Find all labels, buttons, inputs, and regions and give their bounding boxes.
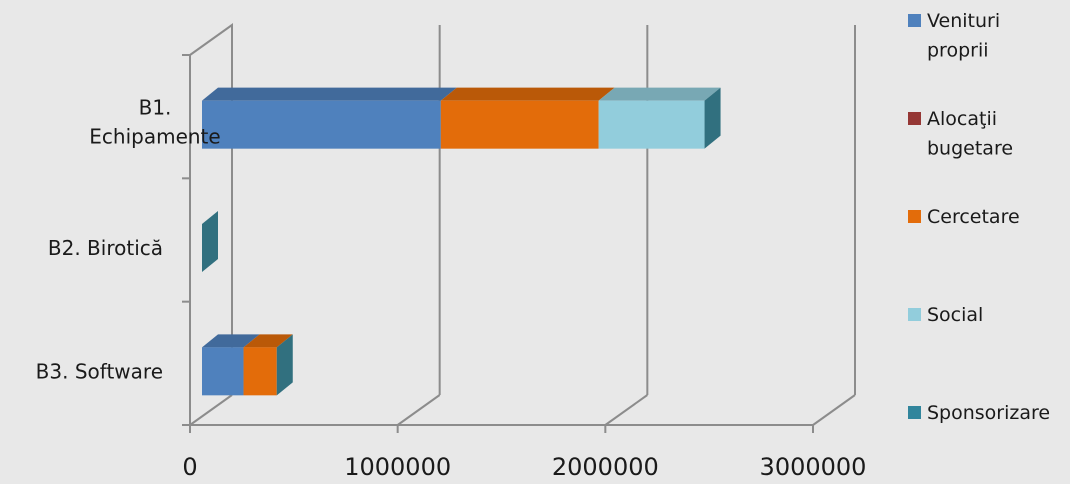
legend-label: Social [927, 304, 983, 326]
category-labels: B1. Echipamente B2. Birotică B3. Software [36, 96, 221, 384]
x-axis-tick-labels: 0 1000000 2000000 3000000 [182, 453, 867, 481]
legend-label: Cercetare [927, 206, 1020, 228]
bar-segment [202, 100, 441, 149]
bar-segment [243, 347, 277, 396]
x-tick-label: 1000000 [344, 453, 451, 480]
bar-segment [202, 347, 244, 396]
floor-gridline [812, 394, 856, 426]
bar-top [202, 87, 457, 101]
category-label: B3. Software [36, 359, 163, 383]
floor-gridline [604, 394, 648, 426]
category-label: B1. Echipamente [89, 96, 220, 149]
legend-swatch [908, 406, 921, 419]
bar-top [243, 334, 293, 348]
bar-end-cap [704, 87, 721, 149]
bar-segment [598, 100, 705, 149]
legend-label: Sponsorizare [927, 402, 1050, 424]
x-tick-label: 0 [182, 453, 197, 480]
gridlines [189, 25, 856, 433]
legend-swatch [908, 14, 921, 27]
bar-top [598, 87, 721, 101]
bar-end-cap [276, 334, 293, 396]
legend-label: Venituri proprii [927, 10, 1000, 61]
side-wall [189, 23, 233, 395]
bar-top [202, 334, 260, 348]
x-tick-label: 3000000 [760, 453, 867, 480]
legend-swatch [908, 210, 921, 223]
floor-gridline [397, 394, 441, 426]
legend-swatch [908, 112, 921, 125]
x-tick-label: 2000000 [552, 453, 659, 480]
legend-label: Alocaţii bugetare [927, 108, 1013, 159]
chart-walls [182, 23, 813, 426]
legend: Venituri proprii Alocaţii bugetare Cercetare… [908, 10, 1050, 424]
category-label: B2. Birotică [48, 236, 163, 260]
legend-swatch [908, 308, 921, 321]
bar-top [440, 87, 615, 101]
bar-end-cap [202, 211, 218, 272]
bars [202, 87, 721, 396]
floor-edge [189, 394, 233, 426]
bar-segment [440, 100, 599, 149]
